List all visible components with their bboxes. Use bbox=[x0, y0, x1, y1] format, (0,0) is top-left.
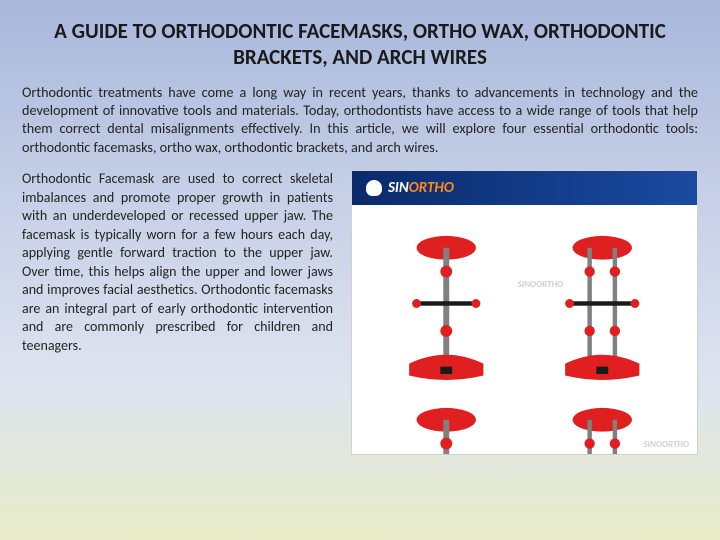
tooth-icon bbox=[366, 180, 382, 196]
brand-suffix: ORTHO bbox=[409, 179, 454, 197]
intro-paragraph: Orthodontic treatments have come a long … bbox=[0, 83, 720, 171]
device-4 bbox=[528, 399, 677, 456]
page-title: A GUIDE TO ORTHODONTIC FACEMASKS, ORTHO … bbox=[0, 0, 720, 83]
device-3 bbox=[372, 399, 521, 456]
brand-prefix: SIN bbox=[388, 179, 409, 197]
device-2 bbox=[528, 227, 677, 390]
product-card: SIN ORTHO SINOORTHO SINOORTHO bbox=[351, 170, 698, 455]
product-image-area: SIN ORTHO SINOORTHO SINOORTHO bbox=[351, 170, 698, 455]
content-row: Orthodontic Facemask are used to correct… bbox=[0, 170, 720, 455]
brand-banner: SIN ORTHO bbox=[352, 171, 697, 205]
body-paragraph: Orthodontic Facemask are used to correct… bbox=[22, 170, 333, 455]
device-grid bbox=[352, 215, 697, 454]
device-1 bbox=[372, 227, 521, 390]
